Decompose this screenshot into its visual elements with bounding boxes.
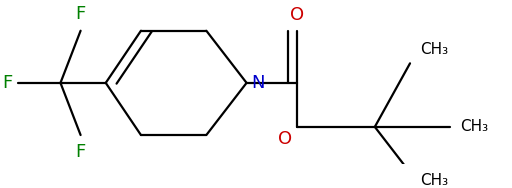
Text: O: O [278, 130, 292, 148]
Text: CH₃: CH₃ [460, 119, 488, 134]
Text: F: F [75, 5, 86, 23]
Text: F: F [75, 143, 86, 161]
Text: CH₃: CH₃ [420, 173, 448, 187]
Text: N: N [251, 74, 265, 92]
Text: F: F [3, 74, 13, 92]
Text: CH₃: CH₃ [420, 42, 448, 57]
Text: O: O [290, 6, 304, 24]
